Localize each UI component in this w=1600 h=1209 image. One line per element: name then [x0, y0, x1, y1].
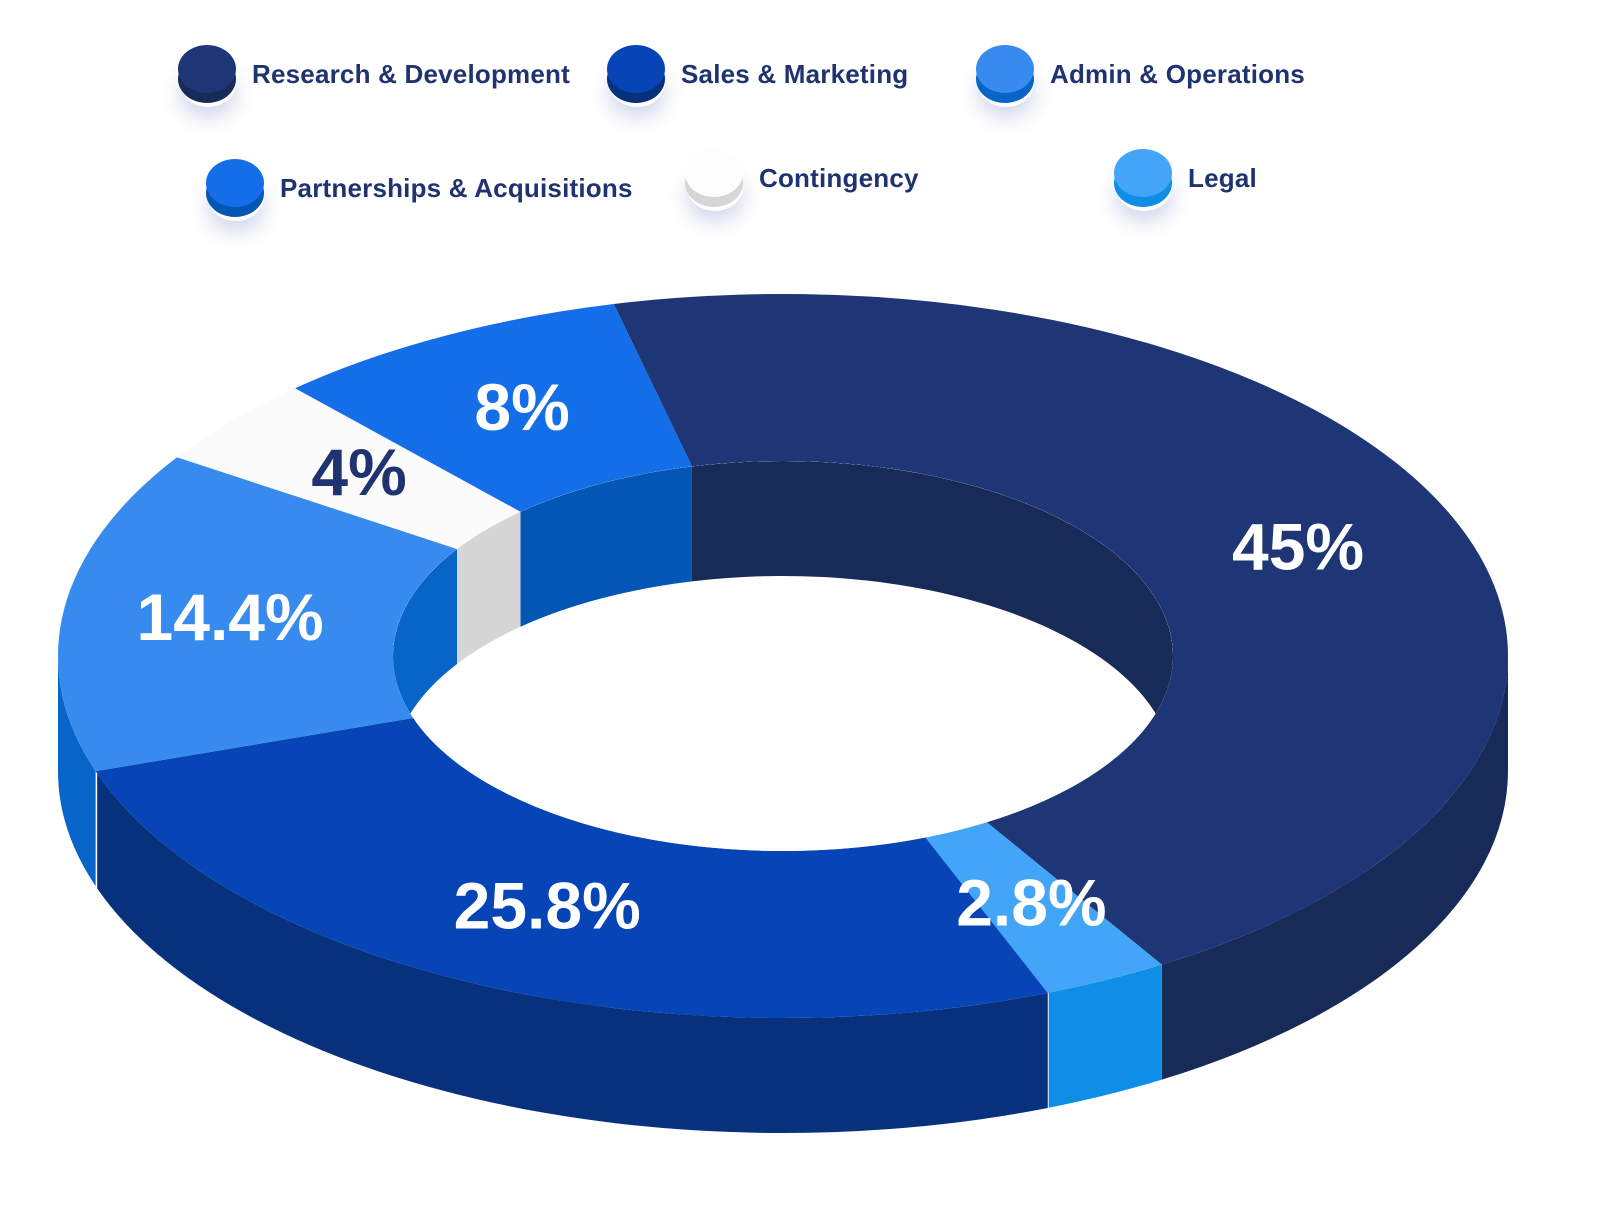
slice-label-partnerships-and-acquisitions: 8%: [474, 370, 569, 444]
slice-partnerships-and-acquisitions: [295, 304, 692, 512]
slice-label-admin-and-operations: 14.4%: [137, 580, 324, 654]
legend-swatch-sales-and-marketing: [607, 45, 665, 103]
donut-side-walls: [58, 656, 1508, 1133]
legend-label-legal: Legal: [1188, 162, 1257, 193]
legend-item-legal: Legal: [1114, 149, 1257, 207]
chart-legend: Research & Development Sales & Marketing A…: [0, 0, 1600, 240]
legend-label-research-and-development: Research & Development: [252, 58, 570, 89]
side-wall-legal: [1048, 964, 1162, 1108]
legend-swatch-partnerships-and-acquisitions: [206, 159, 264, 217]
legend-swatch-admin-and-operations: [976, 45, 1034, 103]
legend-label-sales-and-marketing: Sales & Marketing: [681, 58, 909, 89]
slice-label-research-and-development: 45%: [1232, 509, 1364, 583]
inner-wall-contingency: [457, 511, 521, 664]
slice-label-contingency: 4%: [311, 435, 406, 509]
slice-contingency: [177, 388, 521, 549]
legend-item-contingency: Contingency: [685, 149, 919, 207]
legend-label-partnerships-and-acquisitions: Partnerships & Acquisitions: [280, 172, 633, 203]
legend-item-sales-and-marketing: Sales & Marketing: [607, 45, 908, 103]
donut-hole: [393, 461, 1173, 851]
slice-label-sales-and-marketing: 25.8%: [454, 868, 641, 942]
slice-labels: 45% 2.8% 25.8% 14.4% 4% 8%: [137, 370, 1365, 942]
legend-item-admin-and-operations: Admin & Operations: [976, 45, 1305, 103]
side-wall-research-and-development: [1161, 656, 1508, 1080]
slice-sales-and-marketing: [95, 718, 1048, 1018]
donut-slices: [57, 294, 1509, 1018]
inner-wall-research-and-development: [691, 461, 1173, 771]
slice-label-legal: 2.8%: [956, 865, 1106, 939]
legend-item-research-and-development: Research & Development: [178, 45, 570, 103]
side-wall-sales-and-marketing: [97, 773, 1048, 1133]
legend-swatch-research-and-development: [178, 45, 236, 103]
slice-admin-and-operations: [57, 457, 458, 772]
legend-swatch-contingency: [685, 149, 743, 207]
legend-label-contingency: Contingency: [759, 162, 919, 193]
slice-research-and-development: [613, 294, 1509, 965]
slice-legal: [925, 822, 1162, 993]
side-wall-admin-and-operations: [58, 656, 96, 887]
legend-item-partnerships-and-acquisitions: Partnerships & Acquisitions: [206, 159, 633, 217]
inner-wall-partnerships-and-acquisitions: [520, 466, 692, 627]
legend-swatch-legal: [1114, 149, 1172, 207]
legend-label-admin-and-operations: Admin & Operations: [1050, 58, 1305, 89]
